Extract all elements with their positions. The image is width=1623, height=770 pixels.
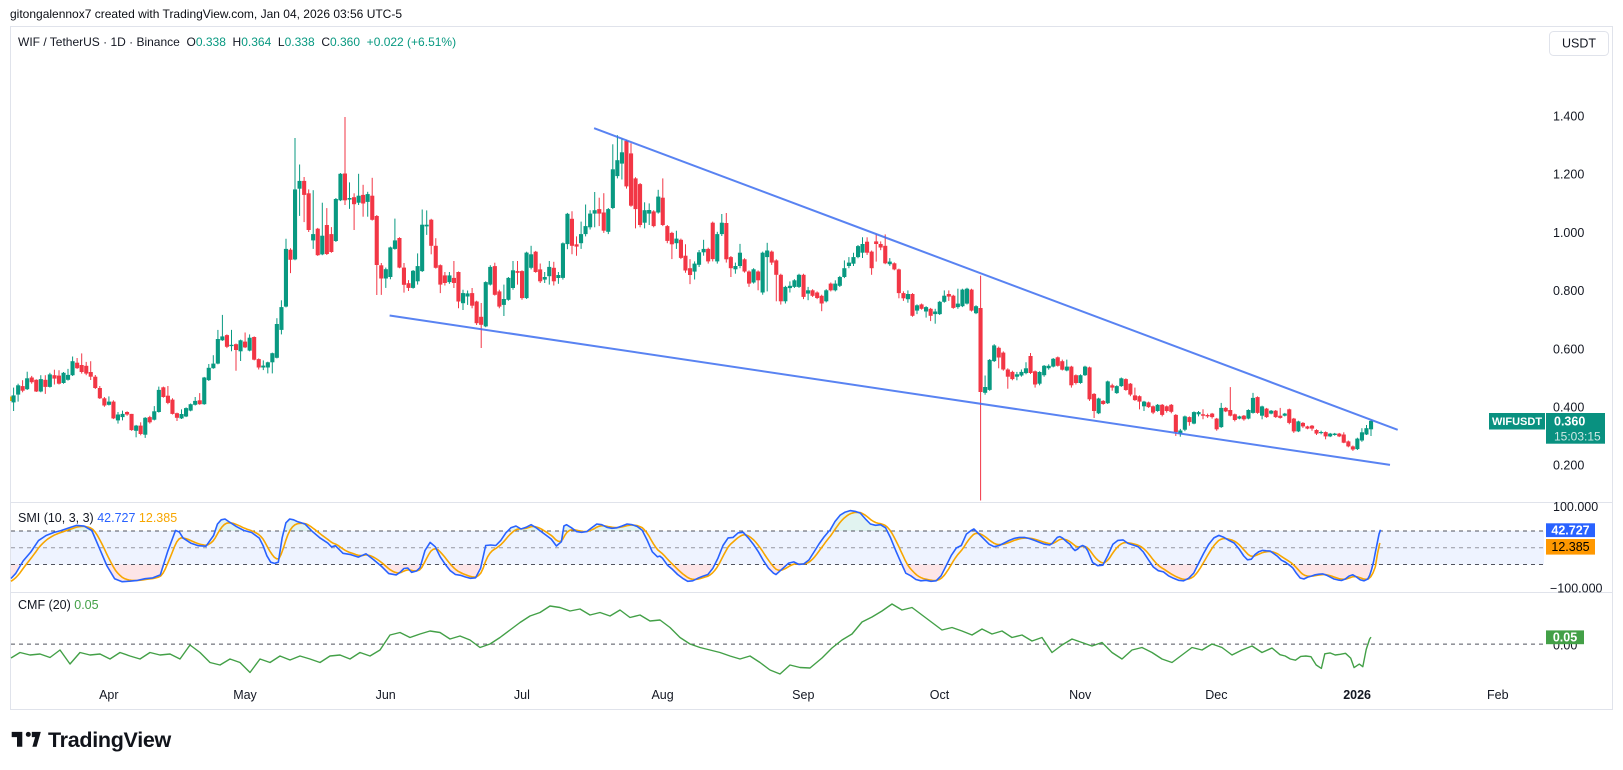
svg-text:1.000: 1.000 (1553, 226, 1584, 240)
svg-text:gitongalennox7 created with Tr: gitongalennox7 created with TradingView.… (10, 7, 402, 21)
svg-text:0.600: 0.600 (1553, 342, 1584, 356)
svg-text:WIFUSDT: WIFUSDT (1492, 416, 1542, 428)
svg-text:Dec: Dec (1205, 688, 1227, 702)
svg-text:1.200: 1.200 (1553, 168, 1584, 182)
svg-text:0.800: 0.800 (1553, 284, 1584, 298)
svg-text:Nov: Nov (1069, 688, 1092, 702)
svg-text:0.200: 0.200 (1553, 459, 1584, 473)
svg-text:May: May (233, 688, 257, 702)
svg-text:−100.000: −100.000 (1550, 582, 1603, 596)
svg-text:Apr: Apr (99, 688, 118, 702)
svg-text:0.400: 0.400 (1553, 401, 1584, 415)
svg-text:0.360: 0.360 (1554, 415, 1585, 429)
svg-text:0.05: 0.05 (1553, 630, 1577, 644)
svg-text:USDT: USDT (1562, 37, 1596, 51)
svg-text:Aug: Aug (651, 688, 673, 702)
svg-text:15:03:15: 15:03:15 (1554, 430, 1601, 444)
svg-text:12.385: 12.385 (1551, 540, 1589, 554)
svg-text:1.400: 1.400 (1553, 110, 1584, 124)
svg-text:Jun: Jun (376, 688, 396, 702)
svg-text:Oct: Oct (930, 688, 950, 702)
svg-text:2026: 2026 (1343, 688, 1371, 702)
svg-text:SMI (10, 3, 3) 42.727 12.385: SMI (10, 3, 3) 42.727 12.385 (18, 511, 177, 525)
svg-text:Sep: Sep (792, 688, 814, 702)
svg-text:WIF / TetherUS · 1D · Binance: WIF / TetherUS · 1D · Binance O0.338 H0.… (18, 35, 456, 49)
svg-text:Feb: Feb (1487, 688, 1509, 702)
svg-text:42.727: 42.727 (1551, 523, 1589, 537)
svg-text:CMF (20) 0.05: CMF (20) 0.05 (18, 598, 99, 612)
svg-text:100.000: 100.000 (1553, 500, 1598, 514)
svg-text:Jul: Jul (514, 688, 530, 702)
svg-text:TradingView: TradingView (48, 728, 172, 752)
